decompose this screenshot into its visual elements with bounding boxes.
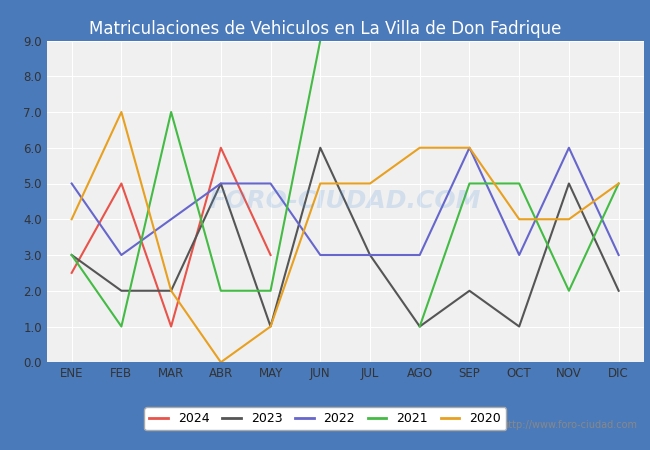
2022 xyxy=(68,181,75,186)
Text: Matriculaciones de Vehiculos en La Villa de Don Fadrique: Matriculaciones de Vehiculos en La Villa… xyxy=(89,20,561,38)
2021 xyxy=(118,324,125,329)
2024 xyxy=(68,270,75,275)
2022 xyxy=(465,145,473,150)
2022 xyxy=(317,252,324,258)
Legend: 2024, 2023, 2022, 2021, 2020: 2024, 2023, 2022, 2021, 2020 xyxy=(144,407,506,430)
2022 xyxy=(416,252,424,258)
Text: http://www.foro-ciudad.com: http://www.foro-ciudad.com xyxy=(502,420,637,430)
2022 xyxy=(217,181,225,186)
2023 xyxy=(515,324,523,329)
2024 xyxy=(167,324,175,329)
2022 xyxy=(266,181,274,186)
2022 xyxy=(615,252,623,258)
2020 xyxy=(167,288,175,293)
Line: 2022: 2022 xyxy=(72,148,619,255)
2023 xyxy=(565,181,573,186)
2020 xyxy=(217,360,225,365)
2020 xyxy=(416,145,424,150)
2020 xyxy=(565,216,573,222)
2021 xyxy=(217,288,225,293)
2022 xyxy=(366,252,374,258)
2023 xyxy=(416,324,424,329)
2022 xyxy=(118,252,125,258)
2023 xyxy=(615,288,623,293)
2020 xyxy=(366,181,374,186)
Text: FORO-CIUDAD.COM: FORO-CIUDAD.COM xyxy=(209,189,482,213)
Line: 2021: 2021 xyxy=(72,40,320,327)
2023 xyxy=(366,252,374,258)
2023 xyxy=(266,324,274,329)
2020 xyxy=(118,109,125,115)
2020 xyxy=(515,216,523,222)
2021 xyxy=(68,252,75,258)
2023 xyxy=(465,288,473,293)
2021 xyxy=(317,38,324,43)
2022 xyxy=(515,252,523,258)
2020 xyxy=(615,181,623,186)
2023 xyxy=(317,145,324,150)
2023 xyxy=(217,181,225,186)
2020 xyxy=(68,216,75,222)
Line: 2023: 2023 xyxy=(72,148,619,327)
2024 xyxy=(118,181,125,186)
2022 xyxy=(167,216,175,222)
2023 xyxy=(167,288,175,293)
2020 xyxy=(317,181,324,186)
2021 xyxy=(266,288,274,293)
Line: 2020: 2020 xyxy=(72,112,619,362)
2021 xyxy=(167,109,175,115)
2023 xyxy=(118,288,125,293)
2022 xyxy=(565,145,573,150)
2024 xyxy=(266,252,274,258)
2020 xyxy=(465,145,473,150)
2024 xyxy=(217,145,225,150)
2023 xyxy=(68,252,75,258)
Line: 2024: 2024 xyxy=(72,148,270,327)
2020 xyxy=(266,324,274,329)
